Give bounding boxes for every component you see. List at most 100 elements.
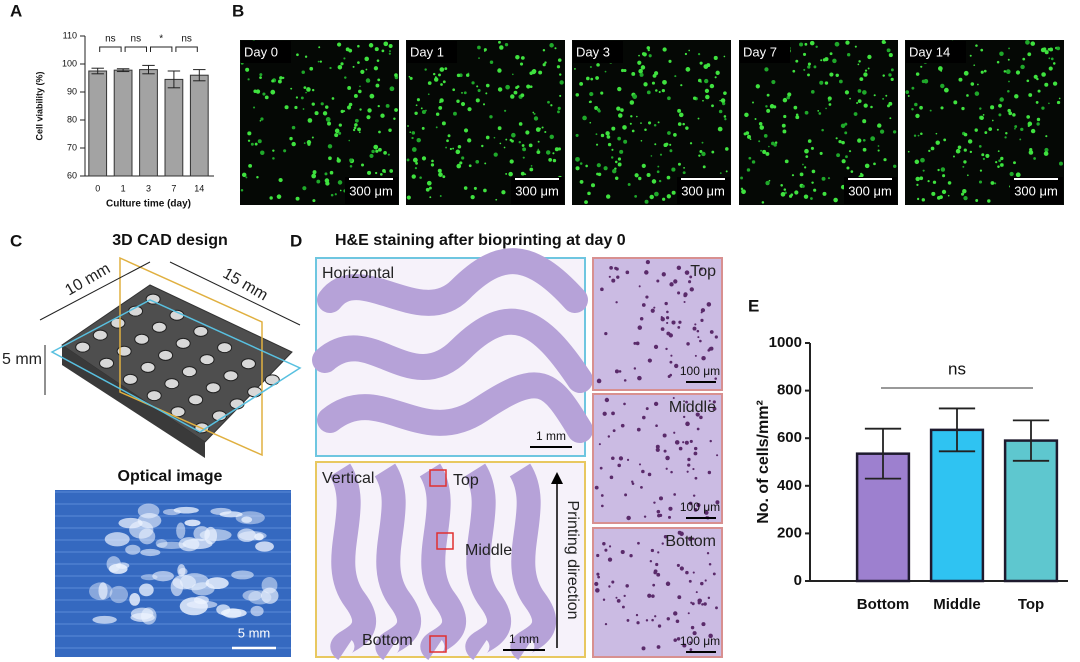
plane-horizontal <box>50 299 302 433</box>
cell <box>586 76 590 81</box>
cell <box>863 103 868 108</box>
cell <box>554 47 557 50</box>
nucleus <box>604 397 610 403</box>
cell <box>521 144 525 147</box>
nucleus <box>683 292 688 297</box>
cell <box>511 132 516 138</box>
cell <box>854 45 857 48</box>
hole <box>134 333 150 345</box>
y-axis-label: Cell viability (%) <box>34 71 44 140</box>
cell <box>758 140 761 143</box>
cell <box>887 104 891 108</box>
nucleus <box>689 439 693 443</box>
cell <box>792 69 796 73</box>
cell <box>647 121 652 125</box>
cell <box>533 116 539 121</box>
nucleus <box>607 435 611 438</box>
cell <box>575 133 579 137</box>
cell <box>914 159 920 165</box>
cell <box>260 150 265 155</box>
nucleus <box>686 342 690 346</box>
cell <box>1052 62 1056 65</box>
nucleus <box>699 339 702 343</box>
nucleus <box>638 285 641 288</box>
cell <box>452 147 455 150</box>
cell <box>714 76 717 79</box>
section-label: Vertical <box>322 470 374 487</box>
cell <box>862 119 867 124</box>
nucleus <box>655 447 660 452</box>
nucleus <box>676 265 682 271</box>
cell <box>497 87 503 92</box>
cell <box>365 68 368 71</box>
nucleus <box>685 421 690 427</box>
nucleus <box>626 458 630 461</box>
cell <box>995 161 998 164</box>
cell <box>388 44 393 49</box>
significance-bracket <box>99 46 122 52</box>
nucleus <box>656 279 660 283</box>
cell <box>606 135 611 139</box>
cell <box>841 140 845 145</box>
cell <box>957 145 962 150</box>
cell <box>524 173 527 176</box>
nucleus <box>708 399 711 402</box>
gel <box>118 517 143 529</box>
nucleus <box>644 270 649 275</box>
cell <box>271 79 275 83</box>
nucleus <box>688 579 692 583</box>
scale-label: 300 μm <box>349 183 393 198</box>
cell <box>408 75 411 78</box>
gel <box>92 615 117 624</box>
nucleus <box>714 377 717 380</box>
nucleus <box>626 619 630 622</box>
cell <box>431 159 434 163</box>
cell <box>556 65 561 69</box>
gel <box>241 516 253 523</box>
nucleus <box>643 515 647 518</box>
cell <box>482 103 486 106</box>
cell <box>312 199 316 203</box>
cell <box>552 158 557 163</box>
cell <box>421 156 427 161</box>
cell <box>1008 80 1010 83</box>
cell <box>516 85 520 89</box>
cell <box>623 139 628 144</box>
cell <box>810 197 813 200</box>
nucleus <box>708 563 712 566</box>
cell <box>476 85 479 88</box>
cell <box>557 58 562 62</box>
gel <box>130 607 154 620</box>
cell <box>1033 157 1036 160</box>
cell <box>304 55 308 58</box>
cell <box>1008 47 1010 50</box>
cell <box>844 131 848 135</box>
cell <box>941 189 947 195</box>
cell <box>646 172 651 177</box>
hole <box>199 354 215 366</box>
nucleus <box>665 455 670 461</box>
cell <box>888 53 893 58</box>
cell <box>452 88 456 92</box>
cell <box>943 87 949 93</box>
bar <box>113 69 133 177</box>
cell <box>531 69 537 75</box>
cell <box>802 52 807 56</box>
cell <box>795 59 799 63</box>
cell <box>987 199 991 203</box>
dim-line <box>169 261 301 326</box>
cell <box>975 199 979 202</box>
nucleus <box>689 648 693 651</box>
cell <box>760 149 763 152</box>
cell <box>1025 39 1030 45</box>
cell <box>638 68 643 74</box>
cell <box>858 60 861 63</box>
cell <box>415 104 418 107</box>
label-box <box>407 41 457 63</box>
nucleus <box>611 580 615 584</box>
cell <box>338 131 342 135</box>
cell <box>471 81 475 85</box>
nucleus <box>631 480 634 483</box>
cell <box>456 163 462 169</box>
cell <box>962 188 967 194</box>
